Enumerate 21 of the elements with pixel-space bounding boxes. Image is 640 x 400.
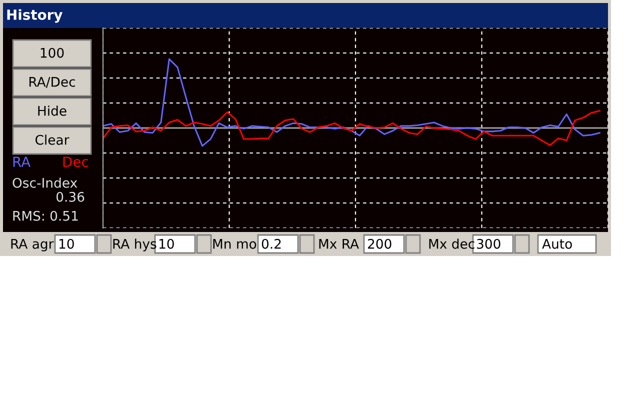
text: 300: [477, 238, 500, 249]
series-label: Dec: [63, 156, 88, 168]
text: 200: [368, 238, 392, 249]
text: Mx RA: [319, 239, 359, 249]
text: 10: [159, 238, 174, 249]
text: RA: [13, 156, 30, 167]
text: RA/Dec: [29, 77, 76, 88]
text: 10: [59, 238, 74, 249]
text: RA agr: [11, 239, 54, 252]
text: Mn mo: [213, 239, 256, 249]
text: Osc-Index: [12, 178, 78, 188]
text: Mx dec: [429, 238, 474, 249]
text: 100: [40, 48, 64, 58]
text: Auto: [542, 239, 572, 249]
text: Hide: [38, 106, 66, 116]
text: 0.36: [56, 192, 84, 202]
text: RA hys: [113, 238, 156, 252]
chart-title: History: [7, 9, 62, 23]
text: RMS: 0.51: [13, 210, 78, 221]
text: 0.2: [262, 238, 281, 249]
text: Clear: [35, 134, 70, 145]
